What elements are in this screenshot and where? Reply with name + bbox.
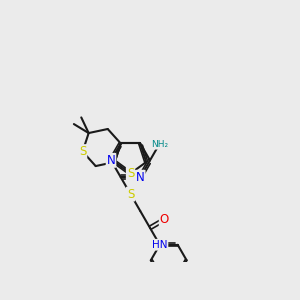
Text: HN: HN: [152, 240, 167, 250]
Text: S: S: [127, 167, 134, 180]
Text: N: N: [136, 171, 145, 184]
Text: NH₂: NH₂: [151, 140, 168, 149]
Text: S: S: [79, 145, 86, 158]
Text: S: S: [127, 188, 134, 201]
Text: O: O: [160, 213, 169, 226]
Text: N: N: [106, 154, 116, 167]
